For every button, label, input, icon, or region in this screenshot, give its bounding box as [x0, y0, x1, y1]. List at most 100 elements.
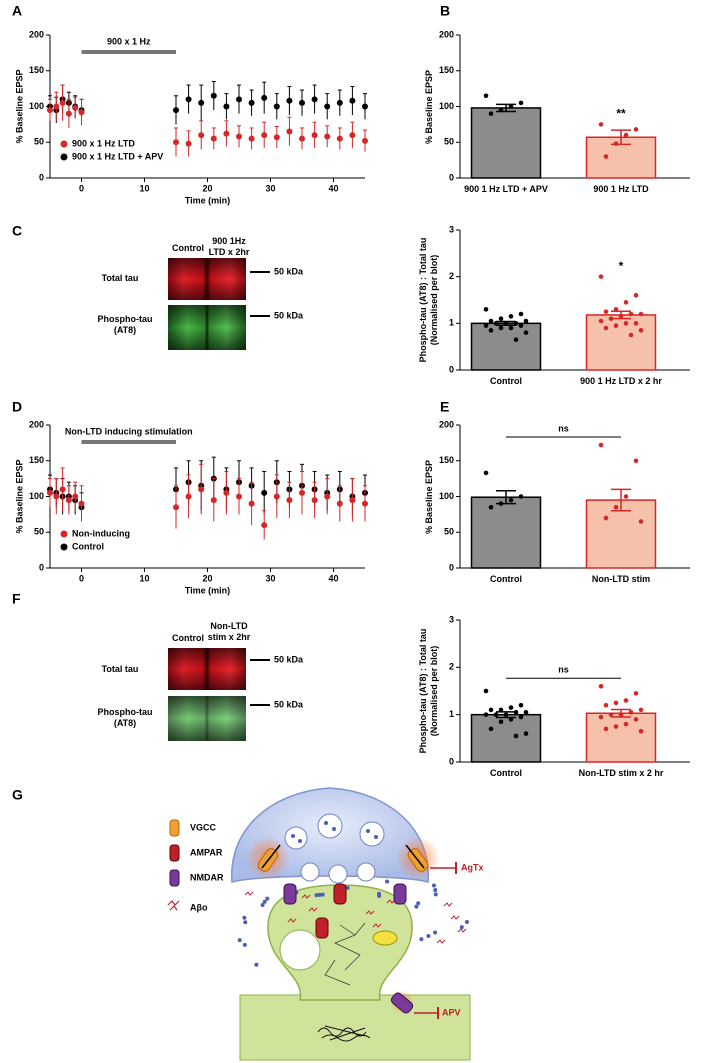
- abeta: [443, 902, 453, 907]
- x-tick-label: Control: [490, 574, 522, 584]
- data-point: [508, 104, 514, 109]
- panel-label: A: [12, 3, 22, 19]
- nmdar: [283, 883, 297, 905]
- data-point: [518, 702, 524, 708]
- data-point: [633, 321, 639, 326]
- endosome: [279, 929, 321, 971]
- ca-arrow: [261, 844, 281, 869]
- data-point: [518, 494, 524, 499]
- panel-label: E: [440, 399, 449, 415]
- y-tick-label: 100: [29, 491, 44, 501]
- data-point: [613, 141, 619, 146]
- dendrite: [239, 994, 471, 1061]
- point: [324, 133, 331, 140]
- data-point: [603, 325, 609, 331]
- marker-label: 50 kDa: [274, 699, 304, 709]
- bar: [585, 314, 657, 371]
- bar: [470, 107, 542, 179]
- legend-marker: [60, 153, 68, 161]
- point: [236, 96, 242, 103]
- data-point: [633, 717, 639, 722]
- glutamate-dot: [254, 962, 259, 967]
- panel-label: F: [12, 591, 21, 607]
- x-tick-label: 0: [79, 573, 84, 583]
- point: [210, 135, 217, 142]
- x-tick-label: 30: [265, 573, 275, 583]
- ampar: [333, 883, 347, 905]
- point: [210, 497, 217, 504]
- x-tick-label: Control: [490, 376, 522, 386]
- y-tick-label: 100: [29, 101, 44, 111]
- data-point: [508, 325, 514, 331]
- data-point: [498, 707, 504, 713]
- ca-arrow: [405, 844, 425, 869]
- point: [248, 500, 255, 507]
- data-point: [488, 707, 494, 713]
- bar: [585, 712, 657, 763]
- legend-label: AMPAR: [190, 847, 223, 857]
- data-point: [488, 504, 494, 510]
- kinase: [372, 930, 398, 946]
- glutamate-dot: [314, 893, 319, 898]
- y-tick-label: 100: [439, 101, 454, 111]
- data-point: [508, 717, 514, 722]
- y-tick-label: 0: [39, 172, 44, 182]
- legend-label: VGCC: [190, 822, 217, 832]
- data-point: [483, 470, 489, 476]
- significance-label: ns: [558, 665, 569, 675]
- data-point: [508, 705, 514, 710]
- glutamate-dot: [419, 937, 424, 942]
- data-point: [603, 702, 609, 708]
- legend-icon: [169, 819, 180, 837]
- legend-icon: [167, 900, 180, 911]
- glutamate-dot: [414, 904, 419, 909]
- data-point: [518, 100, 524, 106]
- data-point: [608, 712, 614, 717]
- point: [236, 133, 242, 140]
- point: [273, 493, 280, 500]
- data-point: [493, 712, 499, 717]
- data-point: [638, 707, 644, 713]
- point: [349, 132, 356, 139]
- data-point: [618, 712, 624, 717]
- point: [336, 135, 343, 142]
- data-point: [613, 307, 619, 312]
- point: [261, 132, 268, 139]
- data-point: [518, 323, 524, 328]
- data-point: [598, 122, 604, 127]
- data-point: [638, 311, 644, 317]
- lane-label: Control: [172, 243, 204, 253]
- abeta: [301, 894, 311, 899]
- data-point: [628, 311, 634, 317]
- pathway-arrows: [324, 922, 366, 986]
- data-point: [633, 293, 639, 298]
- lane-label: Control: [172, 633, 204, 643]
- data-point: [623, 721, 629, 727]
- point: [349, 97, 356, 104]
- panel-label: B: [440, 3, 450, 19]
- y-tick-label: 0: [449, 172, 454, 182]
- point: [261, 522, 268, 529]
- point: [53, 493, 60, 500]
- legend-marker: [60, 530, 68, 538]
- point: [349, 497, 356, 504]
- glutamate-dot: [376, 891, 381, 896]
- marker-label: 50 kDa: [274, 654, 304, 664]
- data-point: [483, 93, 489, 99]
- glutamate-dot: [385, 879, 390, 884]
- y-tick-label: 50: [34, 137, 44, 147]
- point: [210, 92, 217, 99]
- point: [273, 103, 280, 110]
- data-point: [633, 127, 639, 132]
- y-tick-label: 3: [449, 224, 454, 234]
- lane-label: Non-LTD stim x 2hr: [207, 621, 251, 642]
- data-point: [498, 325, 504, 331]
- data-point: [603, 515, 609, 521]
- y-axis-label: Phospho-tau (AT8) : Total tau (Normalise…: [418, 628, 439, 754]
- glutamate-dot: [237, 938, 242, 943]
- glutamate-dot: [243, 920, 248, 925]
- x-tick-label: 20: [202, 183, 212, 193]
- data-point: [498, 316, 504, 321]
- row-label: Total tau: [101, 664, 139, 674]
